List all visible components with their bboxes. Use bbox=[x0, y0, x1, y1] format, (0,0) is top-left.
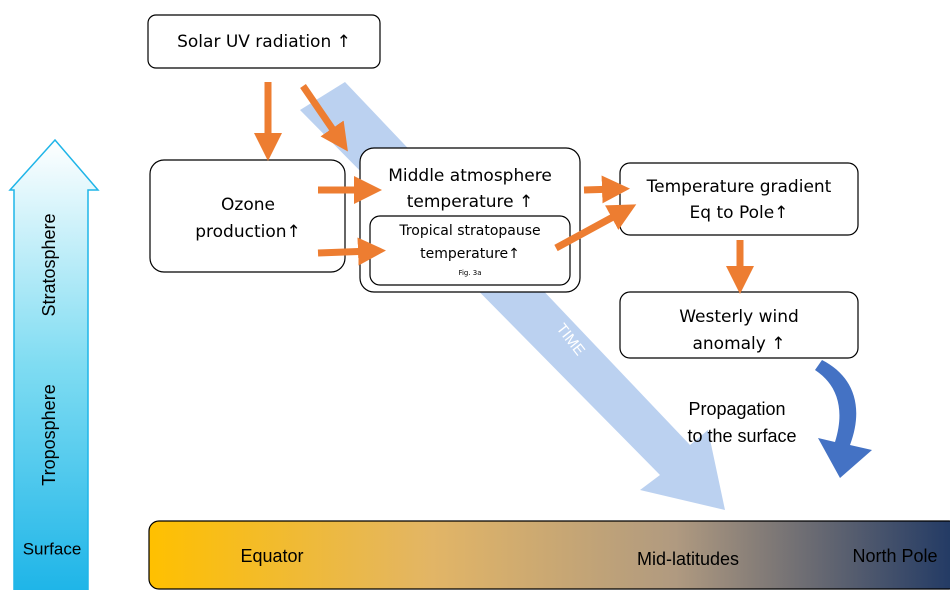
node-label: Middle atmosphere bbox=[388, 166, 552, 186]
height-arrow bbox=[8, 138, 100, 590]
node-label: Tropical stratopause bbox=[398, 223, 540, 239]
node-label: Solar UV radiation ↑ bbox=[177, 32, 351, 52]
arrow bbox=[554, 204, 637, 252]
box bbox=[149, 159, 346, 273]
pole-label: North Pole bbox=[852, 546, 937, 566]
stratosphere-label: Stratosphere bbox=[39, 213, 59, 316]
node-label: Ozone bbox=[221, 195, 275, 215]
node-label: Westerly wind bbox=[679, 307, 799, 327]
figure-note: Fig. 3a bbox=[458, 269, 481, 277]
box bbox=[147, 14, 381, 69]
propagation-label: Propagation bbox=[688, 399, 785, 419]
propagation-label: to the surface bbox=[687, 426, 796, 446]
node-label: production↑ bbox=[195, 222, 301, 242]
node-label: anomaly ↑ bbox=[692, 334, 785, 354]
node-label: Temperature gradient bbox=[646, 177, 832, 197]
troposphere-label: Troposphere bbox=[39, 384, 59, 485]
propagation-arrow bbox=[815, 360, 872, 478]
node-label: temperature ↑ bbox=[407, 192, 534, 212]
latitude-bar bbox=[148, 520, 950, 590]
node-label: Eq to Pole↑ bbox=[690, 203, 789, 223]
midlat-label: Mid-latitudes bbox=[637, 549, 739, 569]
equator-label: Equator bbox=[240, 546, 303, 566]
arrow bbox=[317, 237, 386, 266]
arrow bbox=[583, 175, 630, 204]
box bbox=[619, 162, 859, 236]
surface-label: Surface bbox=[23, 539, 82, 558]
node-label: temperature↑ bbox=[420, 246, 520, 262]
arrow bbox=[300, 84, 348, 152]
